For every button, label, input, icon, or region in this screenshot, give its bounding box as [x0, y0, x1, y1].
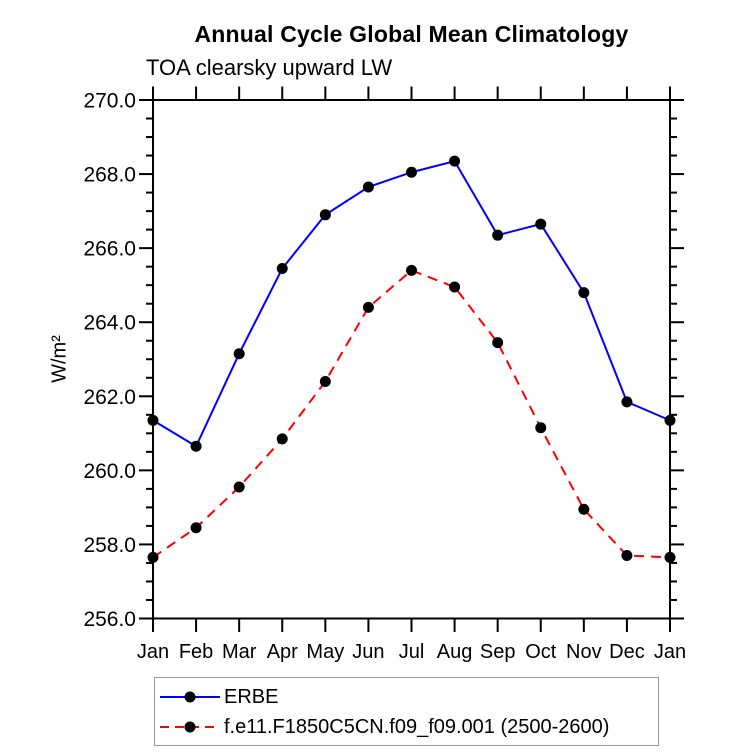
y-tick-label: 258.0: [83, 534, 136, 557]
y-tick-label: 270.0: [83, 90, 136, 113]
legend-marker-dot-icon: [184, 721, 196, 733]
x-tick-label: Apr: [267, 641, 298, 663]
x-tick-label: Jul: [399, 641, 425, 663]
x-tick-label: May: [306, 641, 344, 663]
data-point-model: [276, 433, 288, 445]
y-tick-label: 260.0: [83, 460, 136, 483]
legend-sample-model-line: [160, 721, 220, 733]
x-tick-label: Jan: [137, 641, 169, 663]
x-tick-label: Jan: [654, 641, 686, 663]
data-point-model: [406, 264, 417, 276]
y-tick-label: 268.0: [83, 164, 136, 187]
data-point-erbe: [578, 287, 590, 299]
data-point-model: [664, 551, 676, 563]
x-tick-label: Oct: [525, 641, 557, 663]
data-point-model: [578, 503, 590, 515]
data-point-erbe: [406, 166, 417, 178]
x-tick-label: Aug: [437, 641, 473, 663]
data-point-erbe: [362, 181, 374, 193]
legend-item-model: f.e11.F1850C5CN.f09_f09.001 (2500-2600): [159, 712, 658, 742]
chart-subtitle: TOA clearsky upward LW: [146, 55, 393, 80]
data-point-model: [449, 281, 461, 293]
x-tick-label: Jun: [352, 641, 384, 663]
chart-title: Annual Cycle Global Mean Climatology: [194, 21, 629, 47]
x-tick-label: Sep: [480, 641, 516, 663]
data-point-erbe: [621, 396, 633, 408]
x-tick-label: Nov: [566, 641, 602, 663]
data-point-erbe: [319, 209, 331, 221]
data-point-model: [621, 550, 633, 562]
data-point-erbe: [190, 440, 202, 452]
x-tick-label: Feb: [179, 641, 213, 663]
data-point-erbe: [449, 155, 461, 167]
data-point-erbe: [147, 414, 159, 426]
data-point-erbe: [535, 218, 547, 230]
data-point-model: [535, 422, 547, 434]
data-point-erbe: [492, 229, 504, 241]
data-point-erbe: [664, 414, 676, 426]
y-tick-label: 264.0: [83, 312, 136, 335]
data-point-model: [362, 301, 374, 313]
legend-sample-erbe-line: [160, 691, 220, 703]
legend-item-erbe: ERBE: [159, 682, 658, 712]
legend-marker-dot-icon: [184, 691, 196, 703]
y-tick-label: 262.0: [83, 386, 136, 409]
legend: ERBE f.e11.F1850C5CN.f09_f09.001 (2500-2…: [154, 677, 659, 746]
data-point-model: [147, 551, 159, 563]
y-tick-label: 256.0: [83, 608, 136, 631]
data-point-model: [492, 337, 504, 349]
data-point-erbe: [276, 263, 288, 275]
y-tick-label: 266.0: [83, 238, 136, 261]
data-point-model: [190, 522, 202, 534]
data-point-model: [319, 375, 331, 387]
axis-frame: [152, 99, 671, 620]
legend-label-model: f.e11.F1850C5CN.f09_f09.001 (2500-2600): [224, 715, 610, 738]
x-tick-label: Dec: [609, 641, 645, 663]
x-tick-label: Mar: [222, 641, 257, 663]
legend-label-erbe: ERBE: [224, 685, 279, 708]
data-point-model: [233, 481, 245, 493]
data-point-erbe: [233, 348, 245, 360]
series-line-erbe: [152, 159, 671, 448]
